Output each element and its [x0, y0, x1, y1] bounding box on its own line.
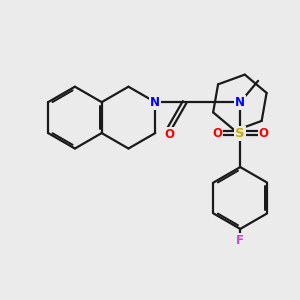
Text: F: F [236, 234, 244, 247]
Text: N: N [150, 96, 160, 109]
Text: S: S [236, 127, 245, 140]
Text: N: N [235, 96, 245, 109]
Text: O: O [212, 127, 222, 140]
Text: O: O [164, 128, 174, 141]
Text: O: O [258, 127, 268, 140]
